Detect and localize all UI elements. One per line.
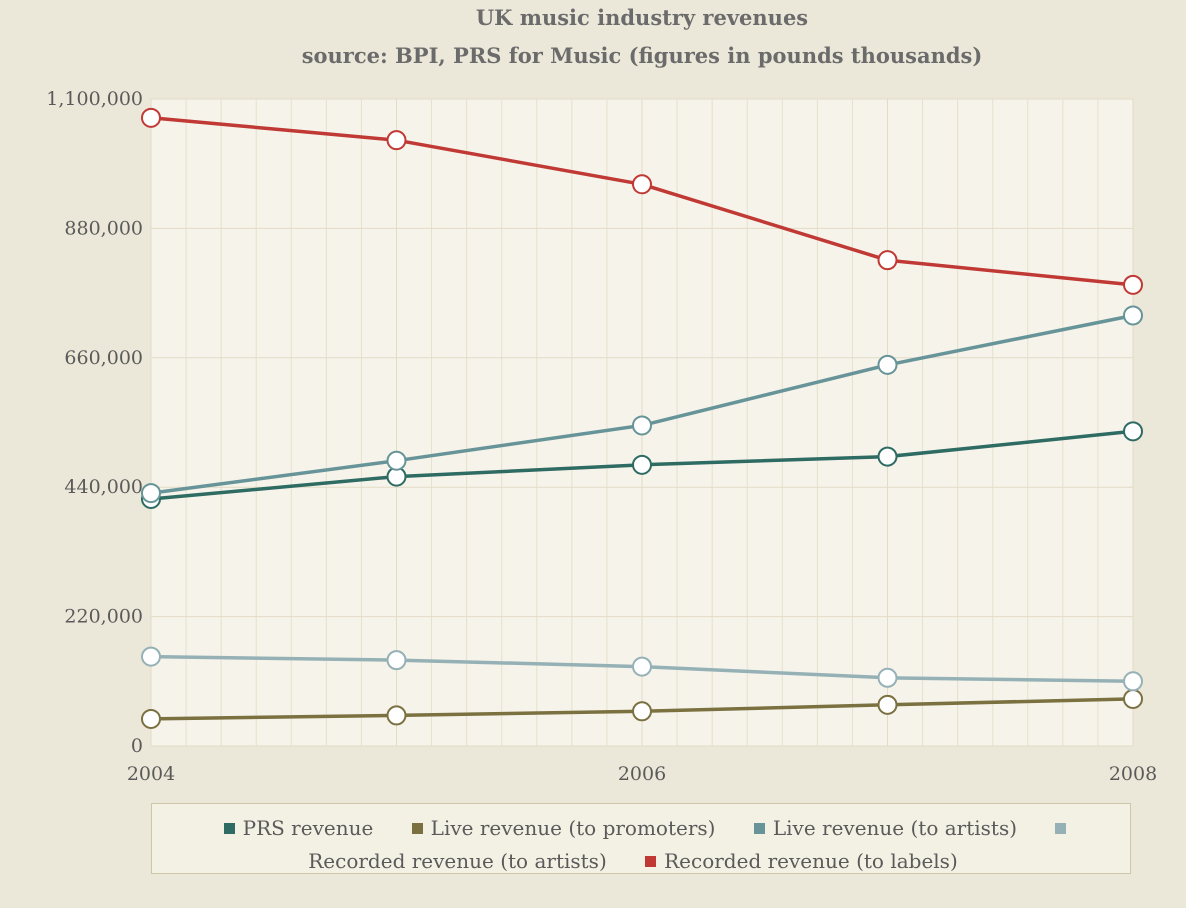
data-point-2 xyxy=(877,354,898,375)
data-points xyxy=(141,107,1143,729)
legend-swatch xyxy=(411,823,423,834)
line-chart: 0 220,000 440,000 660,000 880,000 1,100,000 20… xyxy=(46,88,1157,785)
axes: 0 220,000 440,000 660,000 880,000 1,100,000 20… xyxy=(46,88,1157,785)
legend-swatch xyxy=(645,856,657,867)
y-tick-label: 660,000 xyxy=(64,347,143,369)
legend-item[interactable]: Live revenue (to promoters) xyxy=(411,816,716,840)
data-point-3 xyxy=(877,667,898,688)
legend-label: PRS revenue xyxy=(242,816,374,840)
chart-subtitle: source: BPI, PRS for Music (figures in p… xyxy=(301,43,983,68)
data-point-2 xyxy=(386,450,407,471)
y-tick-label: 880,000 xyxy=(64,217,143,239)
legend-label: Live revenue (to promoters) xyxy=(430,816,716,840)
data-point-3 xyxy=(632,656,652,677)
data-point-1 xyxy=(877,694,898,715)
data-point-0 xyxy=(632,454,652,475)
legend-item[interactable]: PRS revenue xyxy=(223,816,374,840)
legend-swatch xyxy=(223,823,235,834)
legend-item[interactable]: Recorded revenue (to artists) xyxy=(308,816,1074,873)
data-point-3 xyxy=(1123,671,1143,692)
data-point-1 xyxy=(632,701,652,722)
data-point-2 xyxy=(1123,305,1143,326)
x-tick-label: 2006 xyxy=(618,763,666,785)
chart-title: UK music industry revenues xyxy=(475,5,809,30)
x-tick-label: 2008 xyxy=(1109,763,1157,785)
data-point-1 xyxy=(1123,688,1143,709)
data-point-4 xyxy=(632,174,652,195)
data-point-4 xyxy=(877,250,898,271)
data-point-3 xyxy=(141,646,161,667)
data-point-1 xyxy=(386,705,407,726)
x-tick-label: 2004 xyxy=(127,763,175,785)
y-tick-label: 1,100,000 xyxy=(46,88,143,110)
y-tick-label: 0 xyxy=(131,735,143,757)
legend-label: Recorded revenue (to labels) xyxy=(664,849,958,873)
data-point-2 xyxy=(632,415,652,436)
data-point-1 xyxy=(141,708,161,729)
data-point-2 xyxy=(141,483,161,504)
legend-swatch xyxy=(1055,823,1067,834)
grid xyxy=(150,98,1134,747)
y-tick-label: 440,000 xyxy=(64,476,143,498)
legend-label: Recorded revenue (to artists) xyxy=(308,849,607,873)
data-point-3 xyxy=(386,650,407,671)
data-point-4 xyxy=(386,130,407,151)
y-tick-label: 220,000 xyxy=(64,606,143,628)
data-point-4 xyxy=(141,107,161,128)
legend-label: Live revenue (to artists) xyxy=(772,816,1018,840)
data-point-0 xyxy=(1123,421,1143,442)
legend: PRS revenue Live revenue (to promoters) … xyxy=(151,803,1131,874)
legend-item[interactable]: Recorded revenue (to labels) xyxy=(645,849,958,873)
data-point-0 xyxy=(877,446,898,467)
data-point-4 xyxy=(1123,274,1143,295)
legend-swatch xyxy=(753,823,765,834)
legend-item[interactable]: Live revenue (to artists) xyxy=(753,816,1018,840)
